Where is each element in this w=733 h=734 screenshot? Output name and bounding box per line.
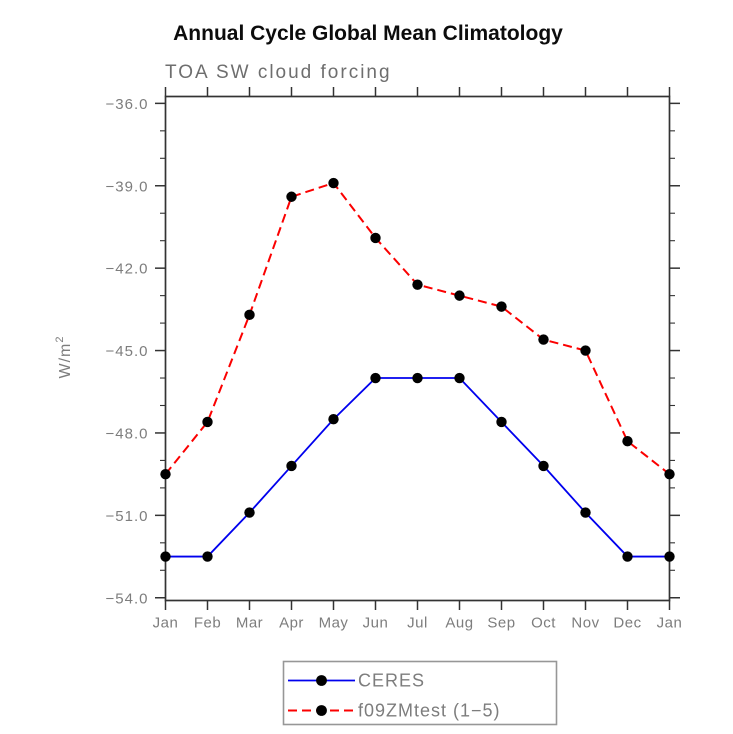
data-point-marker (286, 191, 297, 202)
x-month-label: Oct (531, 615, 556, 632)
data-point-marker (244, 309, 255, 321)
data-point-marker (412, 372, 423, 384)
y-tick-label: −48.0 (106, 425, 149, 442)
data-point-marker (664, 468, 675, 480)
x-month-label: Feb (194, 615, 221, 632)
legend-marker-ceres (316, 675, 327, 686)
series-line-1 (164, 181, 671, 475)
data-point-marker (538, 460, 549, 472)
x-month-label: Jan (153, 615, 179, 632)
y-tick-label: −42.0 (106, 261, 149, 278)
data-point-marker (370, 372, 381, 384)
x-month-label: Jan (657, 615, 683, 632)
y-tick-label: −45.0 (106, 343, 149, 360)
series-lines (164, 181, 671, 558)
data-point-marker (370, 232, 381, 244)
data-point-marker (622, 435, 633, 447)
legend-entry-ceres: CERES (288, 671, 425, 691)
x-axis-month-labels: Jan Feb Mar Apr May Jun Jul Aug Sep Oct Nov Dec Jan (153, 615, 683, 632)
data-point-marker (454, 372, 465, 384)
data-point-marker (202, 551, 213, 562)
x-month-label: Jun (363, 615, 389, 632)
y-tick-label: −51.0 (106, 508, 149, 525)
x-month-label: Sep (487, 615, 515, 632)
x-month-label: Mar (236, 615, 263, 632)
x-month-label: Dec (613, 615, 641, 632)
y-tick-label: −39.0 (106, 178, 149, 195)
legend-marker-f09zmtest (316, 705, 327, 716)
data-point-marker (622, 551, 633, 562)
data-point-marker (496, 301, 507, 312)
data-point-marker (580, 345, 591, 356)
data-point-marker (286, 460, 297, 472)
data-point-marker (454, 290, 465, 301)
data-point-marker (538, 334, 549, 345)
x-month-label: Apr (279, 615, 304, 632)
chart-title: Annual Cycle Global Mean Climatology (173, 22, 563, 45)
legend-label-f09zmtest: f09ZMtest (1−5) (358, 701, 501, 721)
y-tick-label: −54.0 (106, 590, 149, 607)
y-axis-label-exponent: 2 (54, 336, 66, 343)
axis-box (164, 95, 671, 602)
data-point-marker (412, 279, 423, 290)
x-month-label: Nov (571, 615, 599, 632)
y-axis-label-base: W/m (57, 343, 74, 379)
legend-entry-f09zmtest: f09ZMtest (1−5) (288, 701, 501, 721)
data-point-marker (244, 507, 255, 518)
data-point-marker (160, 468, 171, 480)
legend-label-ceres: CERES (358, 671, 425, 691)
legend: CERES f09ZMtest (1−5) (282, 660, 558, 726)
data-point-marker (328, 177, 339, 189)
x-month-label: May (319, 615, 349, 632)
data-point-marker (328, 414, 339, 425)
legend-box (282, 660, 558, 726)
series-markers (160, 177, 675, 562)
data-point-marker (160, 551, 171, 562)
y-axis-tick-labels: −36.0 −39.0 −42.0 −45.0 −48.0 −51.0 −54.0 (106, 96, 149, 607)
data-point-marker (664, 551, 675, 562)
series-line-0 (165, 377, 670, 558)
y-axis-label: W/m2 (54, 336, 74, 379)
y-tick-label: −36.0 (106, 96, 149, 113)
data-point-marker (202, 416, 213, 428)
chart-subtitle: TOA SW cloud forcing (165, 62, 392, 83)
data-point-marker (580, 507, 591, 518)
plot-axes (155, 87, 680, 610)
data-point-marker (496, 416, 507, 428)
x-month-label: Jul (407, 615, 428, 632)
x-month-label: Aug (445, 615, 473, 632)
